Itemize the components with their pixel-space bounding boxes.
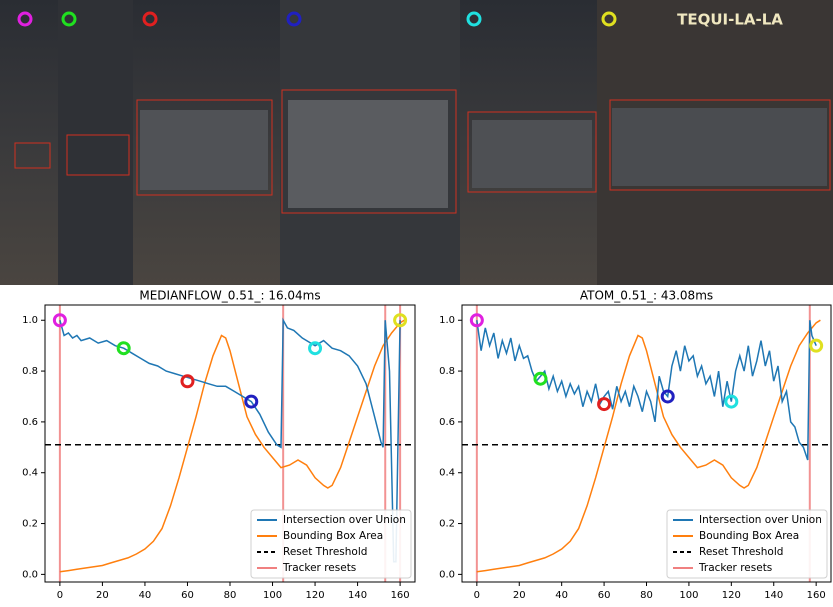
legend-label: Bounding Box Area xyxy=(699,530,799,542)
car xyxy=(140,110,268,190)
y-tick-label: 0.0 xyxy=(22,569,38,580)
legend-label: Bounding Box Area xyxy=(283,530,383,542)
x-tick-label: 140 xyxy=(348,590,367,601)
legend-label: Intersection over Union xyxy=(699,514,822,526)
x-tick-label: 40 xyxy=(555,590,568,601)
x-tick-label: 60 xyxy=(598,590,611,601)
legend-label: Tracker resets xyxy=(698,562,772,574)
chart-title: ATOM_0.51_: 43.08ms xyxy=(580,289,713,303)
y-tick-label: 1.0 xyxy=(22,315,38,326)
series-line xyxy=(477,320,816,460)
legend-label: Reset Threshold xyxy=(699,546,783,558)
legend-label: Tracker resets xyxy=(282,562,356,574)
sign-text: TEQUI-LA-LA xyxy=(677,11,783,29)
x-tick-label: 100 xyxy=(679,590,698,601)
y-tick-label: 1.0 xyxy=(439,315,455,326)
car xyxy=(288,100,448,208)
y-tick-label: 0.2 xyxy=(22,519,38,530)
y-tick-label: 0.8 xyxy=(439,366,455,377)
x-tick-label: 160 xyxy=(807,590,826,601)
frame-marker xyxy=(535,373,546,384)
figure: TEQUI-LA-LA MEDIANFLOW_0.51_: 16.04ms 0.0… xyxy=(0,0,833,607)
x-tick-label: 140 xyxy=(764,590,783,601)
y-tick-label: 0.4 xyxy=(22,468,38,479)
legend-label: Intersection over Union xyxy=(283,514,406,526)
photo-panel xyxy=(58,0,133,285)
x-tick-label: 20 xyxy=(96,590,109,601)
image-strip: TEQUI-LA-LA xyxy=(0,0,833,285)
y-tick-label: 0.6 xyxy=(22,417,38,428)
page: TEQUI-LA-LA MEDIANFLOW_0.51_: 16.04ms 0.0… xyxy=(0,0,833,607)
legend-label: Reset Threshold xyxy=(283,546,367,558)
car xyxy=(612,108,827,186)
y-tick-label: 0.6 xyxy=(439,417,455,428)
y-tick-label: 0.2 xyxy=(439,519,455,530)
y-tick-label: 0.4 xyxy=(439,468,455,479)
chart-title: MEDIANFLOW_0.51_: 16.04ms xyxy=(139,289,320,303)
y-tick-label: 0.8 xyxy=(22,366,38,377)
x-tick-label: 60 xyxy=(181,590,194,601)
y-tick-label: 0.0 xyxy=(439,569,455,580)
x-tick-label: 120 xyxy=(722,590,741,601)
car xyxy=(472,120,592,188)
x-tick-label: 80 xyxy=(640,590,653,601)
x-tick-label: 80 xyxy=(224,590,237,601)
x-tick-label: 0 xyxy=(474,590,480,601)
x-tick-label: 160 xyxy=(391,590,410,601)
x-tick-label: 100 xyxy=(263,590,282,601)
x-tick-label: 120 xyxy=(306,590,325,601)
x-tick-label: 0 xyxy=(57,590,63,601)
x-tick-label: 20 xyxy=(513,590,526,601)
x-tick-label: 40 xyxy=(139,590,152,601)
frame-marker xyxy=(310,343,321,354)
